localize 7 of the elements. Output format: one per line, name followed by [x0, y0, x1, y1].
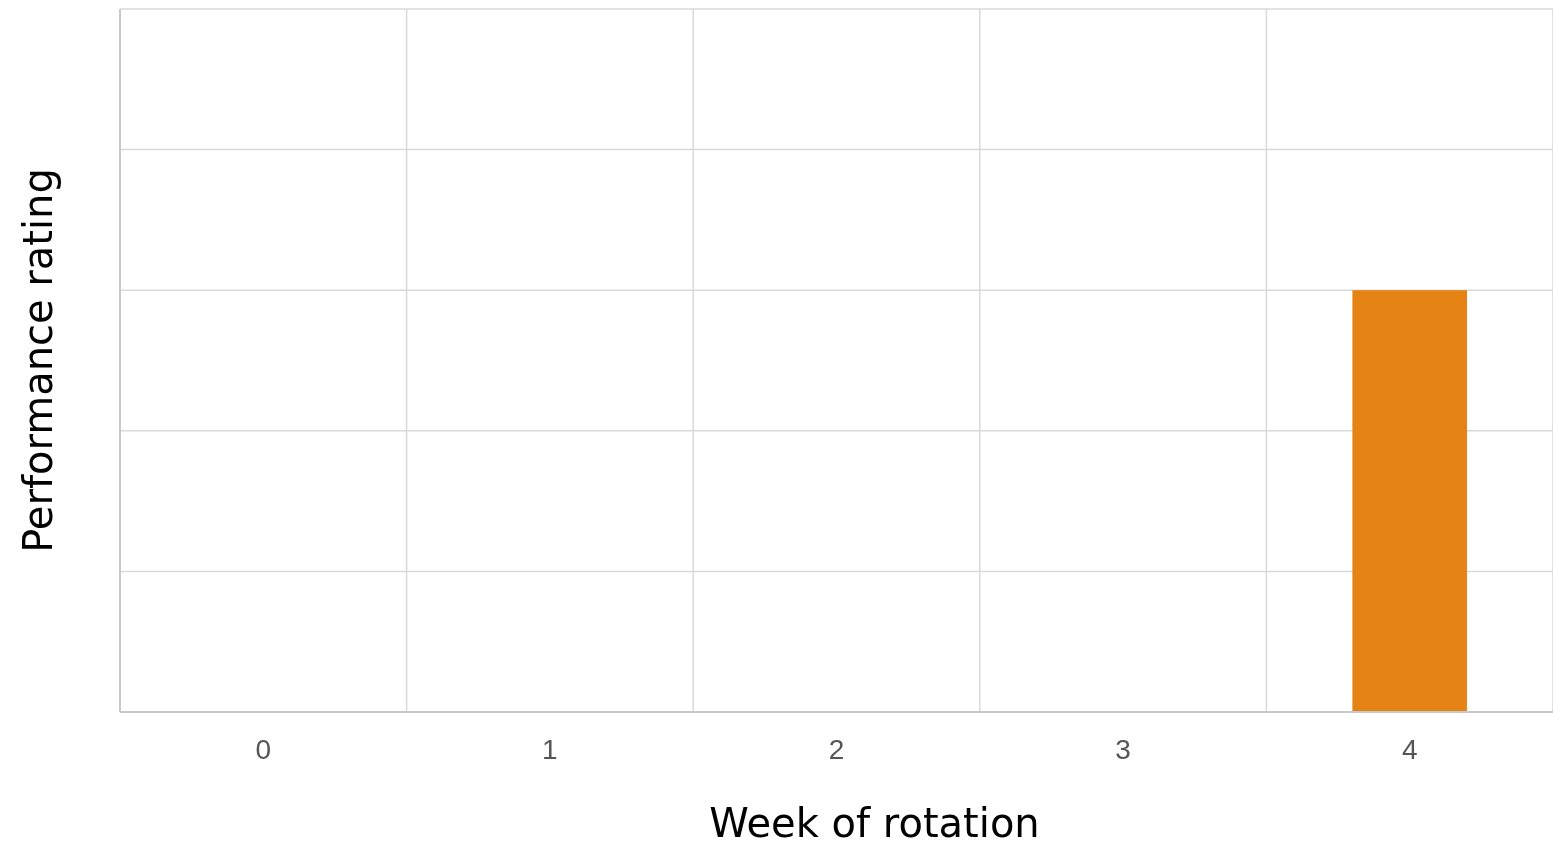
x-tick-label: 4 [1401, 734, 1418, 765]
y-axis-title: Performance rating [15, 168, 61, 553]
x-tick-label: 3 [1115, 734, 1131, 765]
x-axis-title: Week of rotation [709, 800, 1040, 845]
x-tick-label: 0 [255, 734, 272, 765]
x-tick-label: 1 [542, 734, 558, 765]
x-tick-label: 2 [828, 734, 845, 765]
